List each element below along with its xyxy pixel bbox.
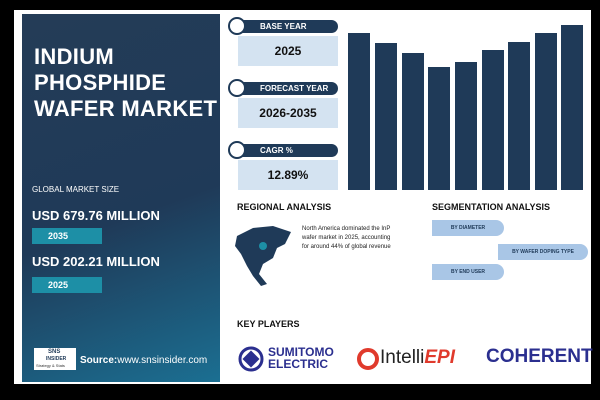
icon-ring bbox=[238, 346, 264, 372]
year-pill: 2025 bbox=[32, 277, 102, 293]
card-icon bbox=[228, 17, 246, 35]
logo-text: INSIDER bbox=[46, 356, 67, 362]
bar bbox=[348, 33, 370, 190]
source-label: Source: bbox=[80, 355, 118, 366]
icon-core bbox=[242, 350, 260, 368]
year-pill: 2035 bbox=[32, 228, 102, 244]
segment: BY END USER bbox=[432, 264, 504, 280]
bar bbox=[428, 67, 450, 190]
player-name: SUMITOMO bbox=[268, 345, 334, 359]
title-line: INDIUM bbox=[34, 44, 115, 69]
amount: USD 202.21 MILLION bbox=[32, 254, 160, 269]
map-dot bbox=[259, 242, 267, 250]
section-title: SEGMENTATION ANALYSIS bbox=[432, 202, 551, 212]
player-name: EPI bbox=[424, 347, 455, 368]
logo: SNS INSIDER Strategy & Stats bbox=[34, 348, 76, 370]
logo-text: SNS bbox=[48, 349, 61, 355]
regional-text: North America dominated the InP wafer ma… bbox=[302, 226, 391, 250]
bar bbox=[482, 50, 504, 190]
segment: BY WAFER DOPING TYPE bbox=[498, 244, 588, 260]
bar bbox=[455, 62, 477, 190]
map-icon bbox=[235, 226, 291, 286]
card-icon bbox=[228, 79, 246, 97]
card-label: CAGR % bbox=[238, 144, 338, 157]
bar bbox=[402, 53, 424, 190]
section-title: REGIONAL ANALYSIS bbox=[237, 202, 332, 212]
card-value: 12.89% bbox=[238, 160, 338, 190]
card-label: FORECAST YEAR bbox=[238, 82, 338, 95]
left-panel: INDIUM PHOSPHIDE WAFER MARKET GLOBAL MAR… bbox=[22, 14, 220, 382]
bar-graphic bbox=[348, 20, 584, 190]
bar bbox=[535, 33, 557, 190]
card-value: 2025 bbox=[238, 36, 338, 66]
sumitomo-icon bbox=[238, 346, 264, 372]
intelliepi-icon bbox=[357, 348, 379, 370]
amount: USD 679.76 MILLION bbox=[32, 208, 160, 223]
market-size-label: GLOBAL MARKET SIZE bbox=[32, 185, 120, 194]
card-label: BASE YEAR bbox=[238, 20, 338, 33]
source: Source:www.snsinsider.com bbox=[80, 355, 207, 366]
bar bbox=[508, 42, 530, 190]
card-value: 2026-2035 bbox=[238, 98, 338, 128]
section-title: KEY PLAYERS bbox=[237, 319, 300, 329]
title-line: PHOSPHIDE bbox=[34, 70, 167, 95]
player-name: Intelli bbox=[380, 347, 425, 368]
logo-tagline: Strategy & Stats bbox=[36, 363, 65, 368]
player-name: ELECTRIC bbox=[268, 357, 328, 371]
title-line: WAFER MARKET bbox=[34, 96, 218, 121]
card-icon bbox=[228, 141, 246, 159]
icon-ring bbox=[357, 348, 379, 370]
player-logo: COHERENT bbox=[486, 346, 593, 367]
bar bbox=[561, 25, 583, 190]
bar bbox=[375, 43, 397, 190]
segment: BY DIAMETER bbox=[432, 220, 504, 236]
map-shape bbox=[235, 226, 291, 286]
player-logo: IntelliEPI bbox=[380, 347, 455, 369]
source-url: www.snsinsider.com bbox=[117, 355, 208, 366]
player-logo: SUMITOMO ELECTRIC bbox=[268, 346, 334, 370]
